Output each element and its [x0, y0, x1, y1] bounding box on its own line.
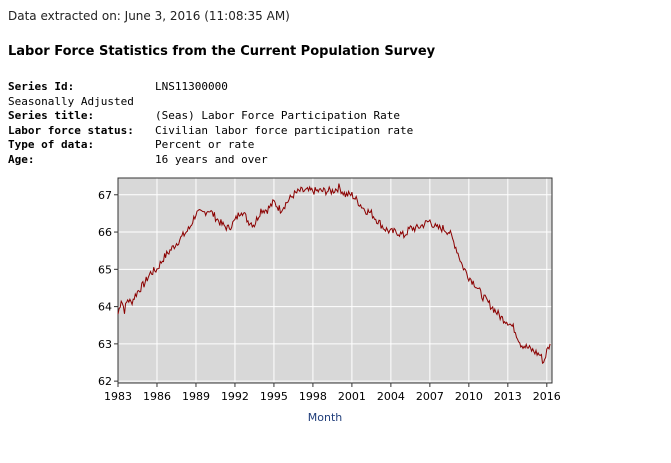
x-axis-label: Month	[308, 411, 343, 424]
series-title-label: Series title:	[8, 109, 95, 123]
x-tick-label-10: 2013	[494, 390, 522, 403]
x-tick-label-6: 2001	[338, 390, 366, 403]
series-title-value: (Seas) Labor Force Participation Rate	[155, 109, 401, 123]
type-of-data-row: Type of data: Percent or rate	[8, 138, 413, 153]
data-extracted-line: Data extracted on: June 3, 2016 (11:08:3…	[8, 9, 290, 23]
age-value: 16 years and over	[155, 152, 268, 166]
y-tick-label-0: 62	[98, 375, 112, 388]
age-row: Age: 16 years and over	[8, 153, 413, 168]
series-id-row: Series Id: LNS11300000	[8, 80, 413, 95]
x-tick-label-4: 1995	[260, 390, 288, 403]
series-title-row: Series title: (Seas) Labor Force Partici…	[8, 109, 413, 124]
seasonally-adjusted-row: Seasonally Adjusted	[8, 95, 413, 110]
type-of-data-label: Type of data:	[8, 138, 95, 152]
y-tick-label-4: 66	[98, 226, 112, 239]
x-tick-label-0: 1983	[104, 390, 132, 403]
labor-force-status-value: Civilian labor force participation rate	[155, 123, 414, 137]
labor-force-status-row: Labor force status: Civilian labor force…	[8, 124, 413, 139]
x-tick-label-8: 2007	[416, 390, 444, 403]
x-tick-label-3: 1992	[221, 390, 249, 403]
series-metadata: Series Id: LNS11300000 Seasonally Adjust…	[8, 80, 413, 168]
y-tick-label-5: 67	[98, 189, 112, 202]
y-tick-label-2: 64	[98, 301, 112, 314]
participation-rate-chart: 62 63 64 65 66 67 1983 1986 1989 1992 1995 1998 2001…	[98, 177, 561, 424]
y-tick-label-1: 63	[98, 338, 112, 351]
chart-container: 62 63 64 65 66 67 1983 1986 1989 1992 1995 1998 2001…	[0, 170, 671, 463]
plot-border	[117, 177, 553, 384]
page-title: Labor Force Statistics from the Current …	[8, 44, 436, 59]
y-tick-label-3: 65	[98, 263, 112, 276]
age-label: Age:	[8, 152, 35, 166]
seasonally-adjusted-text: Seasonally Adjusted	[8, 94, 134, 108]
series-line-0	[117, 183, 551, 365]
type-of-data-value: Percent or rate	[155, 138, 255, 152]
x-tick-label-5: 1998	[299, 390, 327, 403]
series-id-value: LNS11300000	[155, 80, 228, 93]
x-tick-label-1: 1986	[143, 390, 171, 403]
labor-force-status-label: Labor force status:	[8, 123, 134, 137]
series-id-label: Series Id:	[8, 80, 75, 93]
x-tick-label-11: 2016	[533, 390, 561, 403]
x-tick-label-7: 2004	[377, 390, 405, 403]
plot-area	[118, 178, 552, 383]
x-tick-label-9: 2010	[455, 390, 483, 403]
x-tick-label-2: 1989	[182, 390, 210, 403]
